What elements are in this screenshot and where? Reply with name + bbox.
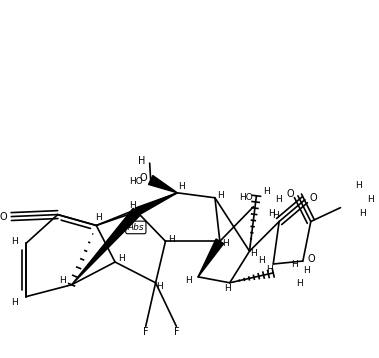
- Text: H: H: [275, 195, 282, 204]
- Text: H: H: [263, 187, 270, 196]
- Text: H: H: [130, 201, 136, 210]
- Text: H: H: [224, 284, 231, 293]
- Text: H: H: [291, 260, 298, 268]
- Text: H: H: [272, 211, 279, 220]
- Text: O: O: [0, 212, 7, 222]
- Text: O: O: [310, 193, 318, 203]
- Text: H: H: [185, 276, 192, 285]
- Text: H: H: [95, 213, 102, 222]
- Polygon shape: [149, 175, 177, 193]
- Text: H: H: [355, 182, 362, 190]
- Text: H: H: [250, 249, 257, 258]
- Text: H: H: [218, 191, 224, 200]
- Text: O: O: [308, 254, 315, 264]
- Text: H: H: [304, 266, 310, 275]
- Text: O: O: [287, 189, 294, 199]
- Text: HO: HO: [239, 193, 252, 202]
- Text: H: H: [266, 265, 273, 275]
- Text: Abs: Abs: [127, 223, 144, 232]
- Text: H: H: [59, 276, 66, 285]
- Text: O: O: [139, 173, 147, 183]
- Text: H: H: [222, 239, 229, 248]
- Text: H: H: [156, 282, 163, 291]
- Text: H: H: [117, 253, 124, 262]
- Text: H: H: [258, 256, 265, 265]
- Text: H: H: [296, 279, 303, 288]
- Text: H: H: [268, 209, 275, 218]
- Text: HO: HO: [129, 178, 143, 187]
- Text: H: H: [367, 195, 373, 204]
- Polygon shape: [72, 208, 141, 285]
- Text: F: F: [143, 327, 149, 337]
- Text: H: H: [138, 156, 146, 166]
- Polygon shape: [135, 193, 177, 215]
- Text: H: H: [11, 237, 18, 246]
- Text: H: H: [178, 183, 185, 192]
- Text: H: H: [11, 298, 18, 307]
- Text: H: H: [168, 235, 175, 244]
- Polygon shape: [198, 239, 224, 277]
- Text: H: H: [359, 209, 366, 218]
- Text: F: F: [174, 327, 179, 337]
